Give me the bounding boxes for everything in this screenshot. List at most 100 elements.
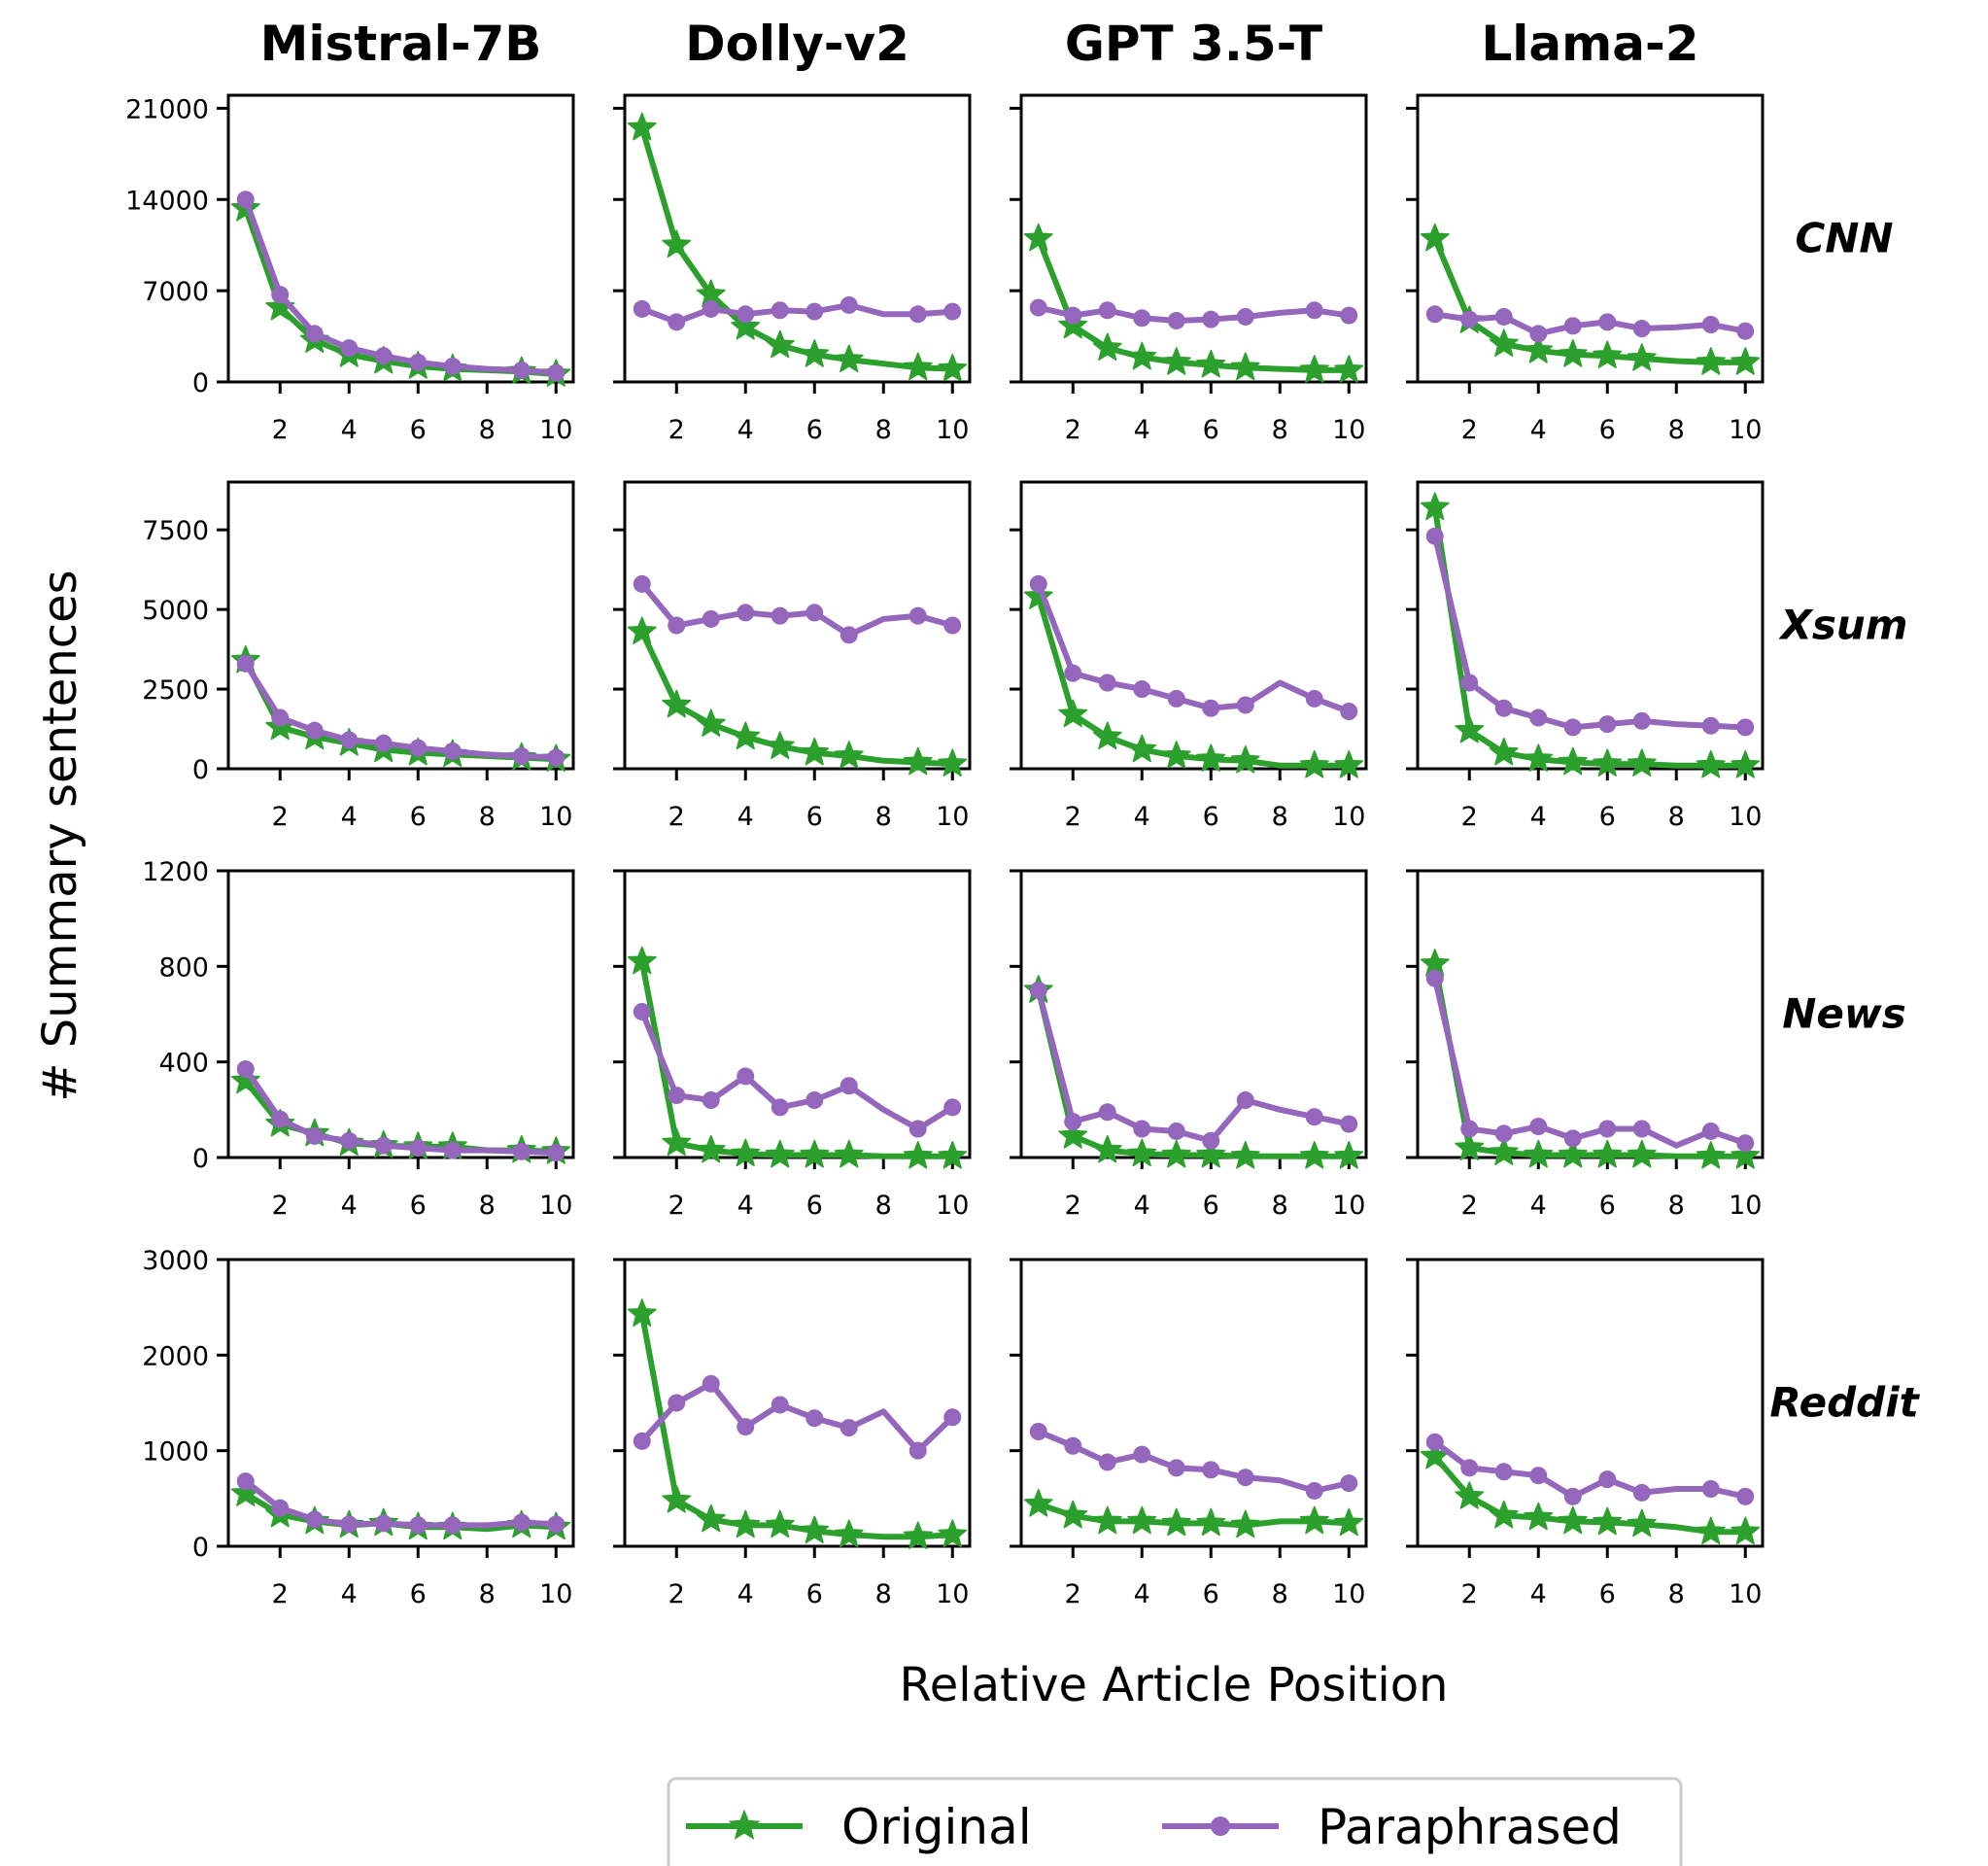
data-point-paraphrased [1529,708,1548,727]
panel-cnn-mistral-7b: 0 7000 14000 21000 2 4 6 8 10 [125,93,575,445]
data-point-paraphrased [236,190,255,209]
x-tick-label: 10 [1729,1579,1762,1609]
series-original [1420,492,1761,778]
row-label-reddit: Reddit [1769,1379,1920,1427]
data-point-paraphrased [1529,1118,1548,1136]
panel-news-gpt-3-5-t: 2 4 6 8 10 [1010,869,1368,1221]
x-tick-label: 8 [875,802,892,832]
data-point-original [696,708,726,737]
series-original [1420,949,1761,1169]
data-point-paraphrased [1460,674,1479,692]
series-paraphrased [1425,1433,1755,1505]
data-point-original [1489,1500,1519,1529]
data-point-original [1627,1508,1657,1538]
data-point-original [800,339,830,367]
x-tick-label: 10 [1729,415,1762,445]
data-point-original [1420,492,1450,521]
data-point-original [1455,1481,1485,1509]
x-axis-label: Relative Article Position [900,1658,1449,1712]
x-tick-label: 10 [539,1579,572,1609]
x-tick-label: 4 [737,1191,754,1221]
data-point-original [765,1509,795,1538]
data-point-original [731,1509,761,1538]
x-tick-label: 8 [1272,1191,1288,1221]
data-point-paraphrased [805,604,824,622]
data-point-paraphrased [1425,305,1444,324]
data-point-paraphrased [1133,309,1151,328]
data-point-paraphrased [443,357,462,375]
series-paraphrased [633,574,962,644]
data-point-paraphrased [443,742,462,760]
data-point-paraphrased [1632,711,1651,730]
data-point-paraphrased [1701,716,1720,735]
x-tick-label: 10 [1332,1579,1365,1609]
data-point-paraphrased [1563,718,1582,737]
data-point-original [1696,749,1726,778]
data-point-paraphrased [633,1003,651,1021]
column-title-llama-2: Llama-2 [1481,16,1698,72]
x-tick-label: 2 [668,802,685,832]
legend-entry-paraphrased: Paraphrased [1162,1799,1622,1855]
x-tick-label: 6 [806,1191,823,1221]
data-point-paraphrased [1494,307,1513,326]
data-point-paraphrased [1598,313,1617,331]
data-point-original [1593,1506,1623,1536]
data-point-paraphrased [771,1396,789,1414]
series-line-paraphrased [242,1478,560,1529]
data-point-original [1627,343,1657,371]
series-line-original [1431,235,1749,365]
x-tick-label: 8 [875,1191,892,1221]
data-point-original [1230,1509,1260,1538]
data-point-paraphrased [805,1409,824,1428]
y-tick-label: 1200 [142,857,209,887]
data-point-original [1593,748,1623,777]
x-tick-label: 6 [1203,415,1219,445]
data-point-original [800,1515,830,1544]
data-point-paraphrased [1133,1120,1151,1138]
data-point-paraphrased [1133,680,1151,699]
data-point-original [834,344,864,373]
panel-news-llama-2: 2 4 6 8 10 [1406,869,1765,1221]
data-point-paraphrased [633,1432,651,1450]
data-point-original [1334,749,1364,778]
y-tick-label: 14000 [125,186,209,216]
data-point-paraphrased [737,604,755,622]
y-tick-label: 3000 [142,1246,209,1276]
x-tick-label: 2 [1461,1191,1478,1221]
data-point-paraphrased [1064,306,1082,325]
series-paraphrased [1029,298,1358,329]
data-point-paraphrased [1340,1474,1358,1493]
x-tick-label: 4 [341,802,358,832]
data-point-original [1023,1488,1053,1517]
legend-label: Paraphrased [1318,1799,1622,1855]
series-line-original [638,958,956,1159]
data-point-paraphrased [1202,310,1220,328]
data-point-original [834,741,864,769]
data-point-paraphrased [668,313,686,331]
panel-frame [1416,93,1765,384]
x-tick-label: 4 [1530,802,1547,832]
series-line-original [1431,1453,1749,1536]
data-point-original [1161,741,1191,769]
data-point-paraphrased [1029,574,1047,593]
data-point-paraphrased [943,1408,962,1427]
x-tick-label: 6 [1599,1579,1616,1609]
column-titles: Mistral-7B Dolly-v2 GPT 3.5-T Llama-2 [260,16,1699,72]
data-point-original [1731,749,1761,778]
series-original [627,1298,968,1550]
series-line-paraphrased [1431,533,1749,731]
series-line-paraphrased [638,301,956,326]
data-point-original [1558,339,1588,367]
data-point-paraphrased [1598,1120,1617,1138]
series-paraphrased [1425,305,1755,343]
data-point-original [1058,1500,1088,1529]
data-point-paraphrased [340,731,359,749]
series-line-original [1431,504,1749,769]
x-tick-label: 6 [806,1579,823,1609]
data-point-original [1196,1139,1226,1168]
data-point-original [1334,1141,1364,1169]
data-point-paraphrased [1529,325,1548,343]
series-line-original [638,1311,956,1540]
data-point-original [1092,332,1122,362]
data-point-paraphrased [1305,1108,1323,1126]
